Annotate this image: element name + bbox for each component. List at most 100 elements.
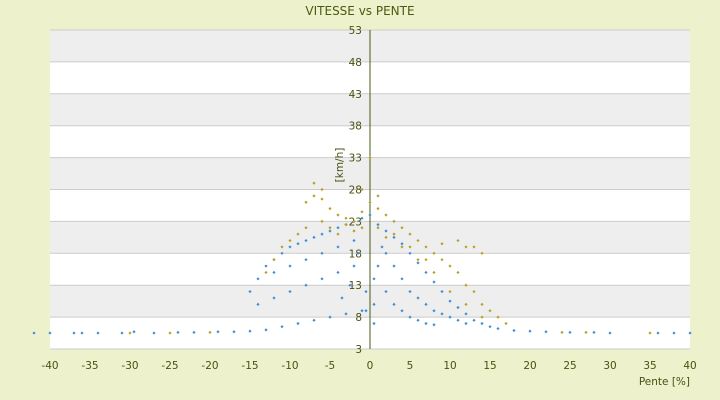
data-point-olive [360, 187, 364, 192]
data-point-blue [336, 226, 340, 230]
data-point-olive [456, 270, 460, 275]
data-point-blue [608, 331, 612, 335]
data-point-blue [364, 309, 368, 313]
data-point-blue [272, 296, 276, 300]
data-point-olive [480, 315, 484, 319]
data-point-blue [368, 213, 372, 217]
y-axis-label: [km/h] [334, 148, 346, 183]
data-point-blue [372, 277, 376, 281]
data-point-blue [456, 318, 460, 322]
data-point-blue [304, 238, 308, 243]
data-point-blue [272, 270, 276, 275]
data-point-blue [264, 328, 268, 332]
data-point-blue [448, 299, 452, 303]
x-tick-label: 35 [643, 360, 656, 372]
x-tick-label: 20 [523, 360, 536, 372]
y-tick-label: 53 [349, 25, 362, 37]
y-tick-label: 48 [349, 57, 362, 69]
data-point-olive [464, 302, 468, 306]
data-point-blue [384, 229, 388, 233]
data-point-olive [560, 330, 564, 335]
data-point-olive [336, 232, 340, 236]
data-point-blue [416, 261, 420, 265]
data-point-blue [432, 323, 436, 327]
data-point-blue [384, 289, 388, 294]
data-point-olive [432, 270, 436, 275]
data-point-olive [208, 330, 212, 335]
data-point-blue [312, 235, 316, 239]
data-point-blue [384, 251, 388, 255]
data-point-olive [424, 258, 428, 262]
data-point-blue [288, 245, 292, 249]
data-point-olive [480, 302, 484, 306]
y-tick-label: 28 [349, 185, 362, 197]
data-point-olive [360, 226, 364, 230]
data-point-olive [360, 210, 364, 214]
data-point-olive [320, 219, 324, 223]
data-point-blue [448, 315, 452, 319]
data-point-blue [48, 331, 52, 335]
data-point-blue [496, 326, 500, 331]
data-point-blue [152, 331, 156, 335]
data-point-blue [320, 251, 324, 255]
data-point-olive [496, 315, 500, 319]
x-tick-label: 40 [683, 360, 696, 372]
data-point-blue [488, 325, 492, 329]
data-point-blue [672, 331, 676, 335]
data-point-blue [96, 331, 100, 335]
data-point-blue [344, 312, 348, 316]
data-point-blue [280, 251, 284, 255]
data-point-olive [288, 238, 292, 243]
data-point-blue [380, 245, 384, 249]
data-point-olive [304, 226, 308, 230]
data-point-olive [440, 258, 444, 262]
data-point-blue [364, 289, 368, 294]
data-point-olive [480, 251, 484, 255]
data-point-blue [248, 289, 252, 294]
data-point-blue [80, 331, 84, 335]
x-tick-label: -20 [201, 360, 218, 372]
data-point-olive [376, 226, 380, 230]
data-point-blue [440, 289, 444, 294]
data-point-olive [368, 156, 372, 160]
data-point-blue [688, 331, 692, 335]
x-tick-label: 30 [603, 360, 616, 372]
data-point-blue [72, 331, 76, 335]
data-point-olive [272, 258, 276, 262]
data-point-blue [416, 318, 420, 322]
data-point-blue [408, 315, 412, 319]
data-point-blue [192, 330, 196, 335]
data-point-blue [528, 329, 532, 333]
data-point-blue [376, 222, 380, 227]
data-point-olive [472, 289, 476, 294]
data-point-olive [648, 331, 652, 335]
data-point-olive [336, 213, 340, 217]
chart-title: VITESSE vs PENTE [305, 4, 414, 18]
data-point-olive [304, 200, 308, 204]
data-point-olive [408, 232, 412, 236]
data-point-olive [320, 187, 324, 192]
data-point-olive [448, 264, 452, 268]
data-point-blue [432, 309, 436, 313]
data-point-blue [352, 264, 356, 268]
data-point-blue [248, 329, 252, 333]
data-point-blue [376, 264, 380, 268]
data-point-blue [464, 321, 468, 326]
data-point-olive [416, 258, 420, 262]
data-point-blue [356, 251, 360, 255]
data-point-blue [360, 216, 364, 220]
data-point-olive [384, 235, 388, 239]
data-point-blue [296, 242, 300, 246]
data-point-blue [348, 283, 352, 287]
data-point-olive [400, 245, 404, 249]
data-point-blue [424, 302, 428, 306]
data-point-blue [304, 283, 308, 287]
x-tick-label: -35 [81, 360, 98, 372]
data-point-blue [336, 270, 340, 275]
x-tick-label: 5 [407, 360, 414, 372]
x-tick-label: -5 [325, 360, 335, 372]
data-point-olive [352, 219, 356, 223]
data-point-blue [424, 270, 428, 275]
x-tick-label: -30 [121, 360, 138, 372]
